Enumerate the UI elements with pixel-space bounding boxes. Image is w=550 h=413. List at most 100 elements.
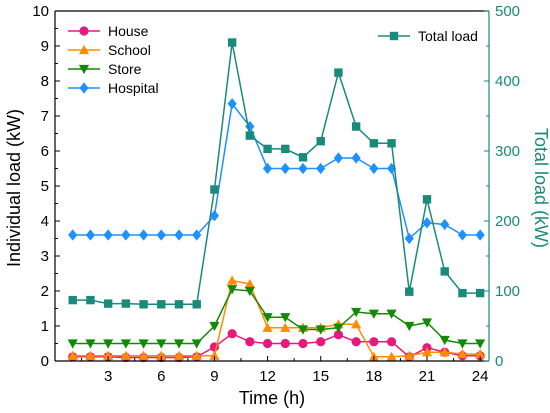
data-point bbox=[85, 350, 96, 360]
data-point bbox=[156, 350, 167, 360]
legend-label: Total load bbox=[418, 28, 478, 44]
data-point bbox=[192, 229, 202, 241]
x-tick-label: 12 bbox=[259, 368, 276, 385]
data-point bbox=[405, 287, 414, 296]
y2-tick-label: 300 bbox=[495, 143, 520, 160]
y-tick-label: 1 bbox=[41, 318, 49, 335]
y-tick-label: 6 bbox=[41, 143, 49, 160]
data-point bbox=[457, 229, 468, 241]
data-point bbox=[458, 288, 467, 298]
data-point bbox=[245, 131, 255, 140]
data-point bbox=[262, 313, 273, 323]
data-point bbox=[404, 350, 415, 360]
data-point bbox=[297, 325, 309, 335]
data-point bbox=[67, 339, 78, 349]
legend-right: Total load bbox=[378, 28, 478, 44]
data-point bbox=[333, 323, 344, 333]
data-point bbox=[173, 339, 185, 349]
series-line bbox=[72, 101, 481, 240]
data-point bbox=[280, 322, 291, 332]
data-point bbox=[174, 300, 184, 309]
data-point bbox=[351, 319, 362, 329]
y-tick-label: 0 bbox=[41, 353, 49, 370]
data-point bbox=[191, 339, 202, 349]
data-point bbox=[280, 313, 291, 323]
data-point bbox=[369, 162, 379, 175]
data-point bbox=[280, 338, 290, 349]
data-point bbox=[422, 217, 432, 229]
data-point bbox=[457, 348, 468, 359]
data-point bbox=[351, 152, 361, 164]
data-point bbox=[351, 122, 361, 131]
x-tick-label: 18 bbox=[366, 368, 383, 385]
data-point bbox=[387, 139, 396, 148]
data-point bbox=[333, 330, 344, 340]
legend-marker bbox=[78, 64, 90, 75]
data-point bbox=[210, 185, 219, 194]
legend-entry: Hospital bbox=[68, 80, 159, 96]
data-point bbox=[351, 307, 362, 318]
data-point bbox=[120, 339, 131, 349]
x-tick-label: 9 bbox=[210, 368, 218, 385]
data-point bbox=[475, 288, 485, 298]
data-point bbox=[316, 137, 325, 146]
data-point bbox=[440, 267, 449, 276]
data-point bbox=[281, 144, 290, 154]
x-tick-label: 24 bbox=[472, 368, 489, 385]
y2-tick-label: 200 bbox=[495, 213, 520, 230]
data-point bbox=[404, 232, 414, 245]
data-point bbox=[227, 285, 238, 295]
data-point bbox=[174, 229, 184, 241]
right-axis-ticks: 0 100 200 300 400 500 bbox=[484, 3, 520, 370]
data-point bbox=[386, 351, 397, 361]
legend-marker bbox=[78, 44, 90, 55]
data-point bbox=[227, 98, 237, 110]
data-point bbox=[475, 339, 486, 349]
data-point bbox=[475, 229, 485, 241]
y-tick-label: 4 bbox=[41, 213, 49, 230]
data-point bbox=[103, 229, 113, 241]
data-point bbox=[298, 162, 308, 175]
series-house bbox=[68, 329, 485, 363]
data-point bbox=[156, 229, 166, 241]
data-point bbox=[67, 350, 78, 360]
y-tick-label: 9 bbox=[41, 38, 49, 55]
y-tick-label: 7 bbox=[41, 108, 49, 125]
data-point bbox=[440, 218, 450, 231]
data-point bbox=[421, 318, 433, 328]
legend-label: House bbox=[108, 23, 149, 39]
data-point bbox=[103, 299, 113, 308]
data-point bbox=[368, 309, 379, 319]
data-point bbox=[298, 338, 308, 349]
legend-label: School bbox=[108, 42, 151, 58]
data-point bbox=[120, 350, 131, 360]
data-point bbox=[263, 144, 272, 154]
data-point bbox=[85, 229, 96, 241]
data-point bbox=[227, 275, 238, 285]
y-tick-label: 3 bbox=[41, 248, 49, 265]
data-point bbox=[262, 162, 273, 175]
data-point bbox=[316, 337, 326, 347]
x-tick-label: 15 bbox=[312, 368, 329, 385]
data-point bbox=[386, 337, 397, 347]
data-point bbox=[103, 350, 114, 360]
legend-marker bbox=[389, 31, 399, 41]
data-point bbox=[103, 339, 114, 349]
data-point bbox=[68, 295, 77, 305]
data-point bbox=[333, 152, 344, 164]
left-axis-ticks: 0 1 2 3 4 5 6 7 8 9 10 bbox=[32, 3, 60, 370]
data-point bbox=[121, 229, 131, 241]
y-tick-label: 5 bbox=[41, 178, 49, 195]
data-point bbox=[157, 300, 166, 309]
series-line bbox=[72, 288, 481, 345]
legend-left: House School Store Hospital bbox=[68, 23, 159, 96]
legend-entry: School bbox=[68, 42, 151, 58]
data-point bbox=[138, 339, 149, 349]
series-layer bbox=[67, 38, 486, 363]
x-tick-label: 21 bbox=[419, 368, 436, 385]
x-axis-title: Time (h) bbox=[239, 388, 305, 408]
legend-marker bbox=[79, 26, 89, 36]
data-point bbox=[421, 347, 433, 357]
y2-tick-label: 400 bbox=[495, 73, 520, 90]
